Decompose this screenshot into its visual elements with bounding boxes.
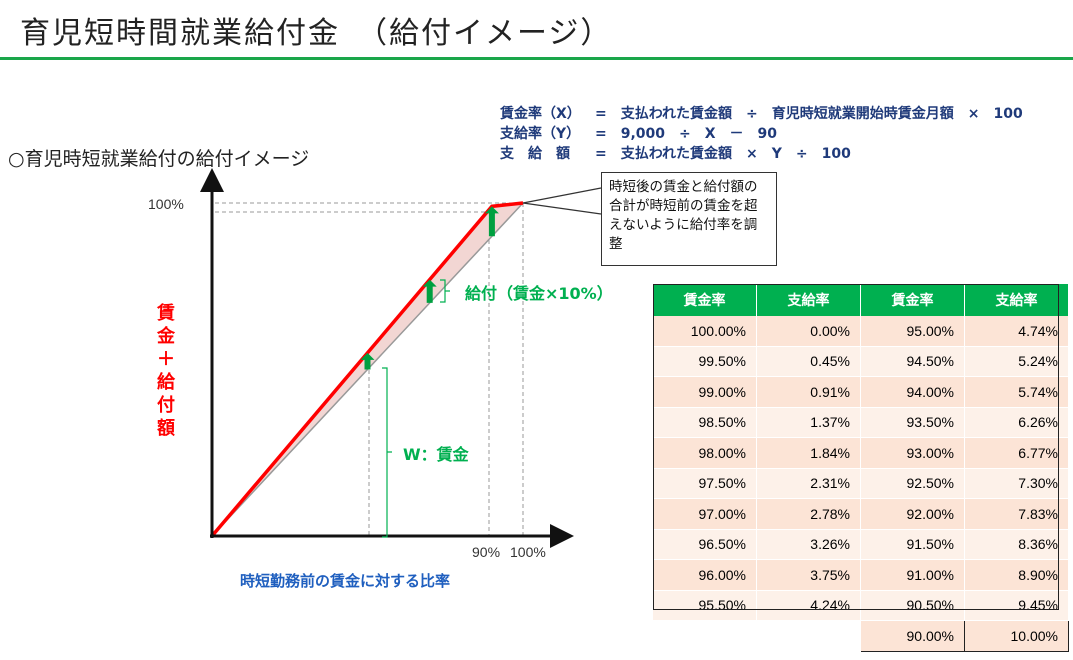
pay-rate-cell: 2.31% — [756, 468, 861, 499]
header-wage-rate: 賃金率 — [860, 284, 965, 316]
formula-row: 支 給 額 = 支払われた賃金額 × Y ÷ 100 — [500, 144, 1023, 164]
formula-expr: = 9,000 ÷ X － 90 — [595, 126, 778, 142]
formula-label: 支 給 額 — [500, 146, 570, 162]
pay-rate-cell: 8.90% — [964, 559, 1069, 591]
formula-block: 賃金率（X） = 支払われた賃金額 ÷ 育児時短就業開始時賃金月額 × 100 支… — [500, 104, 1023, 164]
pay-rate-cell: 7.83% — [964, 498, 1069, 530]
pay-rate-cell: 5.24% — [964, 346, 1069, 377]
title-divider — [0, 57, 1073, 60]
wage-rate-cell: 97.00% — [653, 498, 757, 530]
formula-row: 支給率（Y） = 9,000 ÷ X － 90 — [500, 124, 1023, 144]
wage-rate-cell: 95.00% — [860, 316, 965, 347]
benefit-brace — [440, 279, 450, 303]
pay-rate-cell: 1.37% — [756, 407, 861, 438]
pay-rate-cell: 1.84% — [756, 437, 861, 469]
wage-rate-cell: 90.00% — [860, 620, 965, 652]
pay-rate-cell: 3.75% — [756, 559, 861, 591]
pay-rate-cell: 0.45% — [756, 346, 861, 377]
up-arrow-icon — [360, 352, 375, 370]
header-pay-rate: 支給率 — [964, 284, 1069, 316]
pay-rate-cell: 5.74% — [964, 376, 1069, 408]
header-pay-rate: 支給率 — [756, 284, 861, 316]
wage-brace — [382, 367, 392, 538]
table-row: 96.50% 3.26% 91.50% 8.36% — [653, 529, 1069, 560]
pay-rate-cell: 4.24% — [756, 590, 861, 621]
table-row: 99.00% 0.91% 94.00% 5.74% — [653, 376, 1069, 408]
pay-rate-cell: 0.00% — [756, 316, 861, 347]
table-row: 97.50% 2.31% 92.50% 7.30% — [653, 468, 1069, 499]
table-row: 97.00% 2.78% 92.00% 7.83% — [653, 498, 1069, 530]
wage-rate-cell: 90.50% — [860, 590, 965, 621]
callout-pointer — [522, 187, 602, 215]
y-tick-100: 100% — [148, 196, 184, 212]
pay-rate-cell: 4.74% — [964, 316, 1069, 347]
formula-row: 賃金率（X） = 支払われた賃金額 ÷ 育児時短就業開始時賃金月額 × 100 — [500, 104, 1023, 124]
wage-rate-cell: 92.50% — [860, 468, 965, 499]
wage-rate-cell: 94.00% — [860, 376, 965, 408]
pay-rate-cell: 2.78% — [756, 498, 861, 530]
pay-rate-cell: 3.26% — [756, 529, 861, 560]
benefit-label: 給付（賃金×10%） — [465, 284, 613, 303]
up-arrow-icon — [484, 206, 499, 237]
x-axis-label: 時短勤務前の賃金に対する比率 — [240, 572, 450, 590]
pay-rate-cell: 10.00% — [964, 620, 1069, 652]
pay-rate-cell: 7.30% — [964, 468, 1069, 499]
x-tick-90: 90% — [472, 544, 500, 560]
table-row: 95.50% 4.24% 90.50% 9.45% — [653, 590, 1069, 621]
rate-table: 賃金率 支給率 賃金率 支給率 100.00% 0.00% 95.00% 4.74% 9… — [653, 284, 1069, 652]
formula-expr: = 支払われた賃金額 × Y ÷ 100 — [595, 146, 851, 162]
wage-rate-cell: 97.50% — [653, 468, 757, 499]
table-row: 98.00% 1.84% 93.00% 6.77% — [653, 437, 1069, 469]
x-tick-100: 100% — [510, 544, 546, 560]
pay-rate-cell: 6.26% — [964, 407, 1069, 438]
header-wage-rate: 賃金率 — [653, 284, 757, 316]
wage-rate-cell: 93.50% — [860, 407, 965, 438]
wage-rate-cell: 98.50% — [653, 407, 757, 438]
pay-rate-cell: 0.91% — [756, 376, 861, 408]
table-row: 100.00% 0.00% 95.00% 4.74% — [653, 316, 1069, 347]
empty-cell — [653, 620, 757, 652]
table-row: 98.50% 1.37% 93.50% 6.26% — [653, 407, 1069, 438]
guide-lines — [215, 202, 524, 535]
pay-rate-cell: 8.36% — [964, 529, 1069, 560]
wage-rate-cell: 100.00% — [653, 316, 757, 347]
empty-cell — [756, 620, 861, 652]
table-row: 90.00% 10.00% — [653, 620, 1069, 652]
wage-rate-cell: 98.00% — [653, 437, 757, 469]
up-arrow-icon — [422, 279, 437, 303]
pay-rate-cell: 9.45% — [964, 590, 1069, 621]
pay-rate-cell: 6.77% — [964, 437, 1069, 469]
page-title: 育児短時間就業給付金 （給付イメージ） — [20, 16, 613, 51]
table-header-row: 賃金率 支給率 賃金率 支給率 — [653, 284, 1069, 316]
formula-expr: = 支払われた賃金額 ÷ 育児時短就業開始時賃金月額 × 100 — [595, 106, 1023, 122]
wage-rate-cell: 93.00% — [860, 437, 965, 469]
wage-rate-cell: 91.00% — [860, 559, 965, 591]
wage-rate-cell: 96.50% — [653, 529, 757, 560]
wage-rate-cell: 92.00% — [860, 498, 965, 530]
formula-label: 支給率（Y） — [500, 126, 581, 142]
wage-rate-cell: 91.50% — [860, 529, 965, 560]
callout-note: 時短後の賃金と給付額の合計が時短前の賃金を超えないように給付率を調整 — [601, 172, 777, 266]
table-row: 96.00% 3.75% 91.00% 8.90% — [653, 559, 1069, 591]
benefit-arrows — [360, 206, 499, 370]
section-subtitle: ○育児時短就業給付の給付イメージ — [8, 148, 310, 170]
wage-rate-cell: 99.50% — [653, 346, 757, 377]
wage-rate-cell: 96.00% — [653, 559, 757, 591]
wage-label: W：賃金 — [403, 445, 470, 464]
wage-rate-cell: 99.00% — [653, 376, 757, 408]
formula-label: 賃金率（X） — [500, 106, 581, 122]
table-row: 99.50% 0.45% 94.50% 5.24% — [653, 346, 1069, 377]
wage-rate-cell: 95.50% — [653, 590, 757, 621]
wage-rate-cell: 94.50% — [860, 346, 965, 377]
y-axis-label: 賃金＋給付額 — [157, 303, 175, 439]
